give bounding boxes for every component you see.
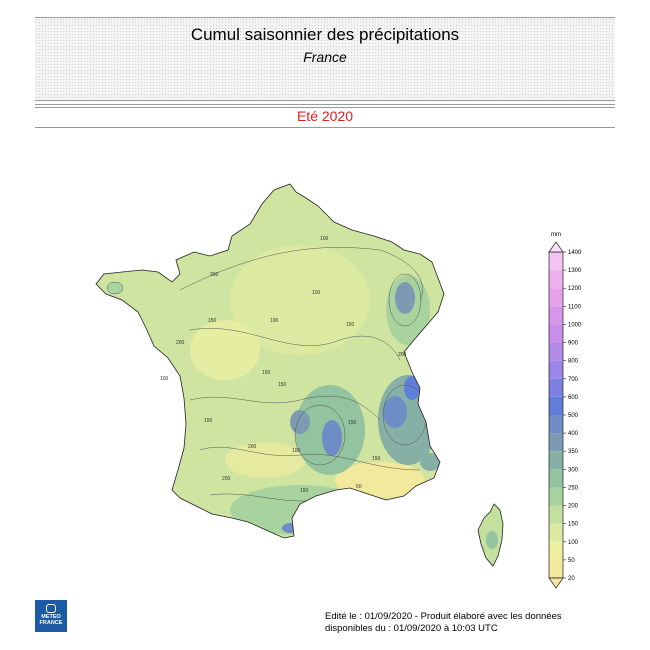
chart-subtitle: France: [303, 49, 347, 65]
contour-line: [179, 247, 423, 301]
legend-colorbar: 20 50 100 150 200 250 300 350 400 500 600 700 800 900…: [548, 241, 582, 589]
season-divider-bottom: [35, 127, 615, 128]
contour-value-label: 150: [204, 418, 213, 424]
legend-tick-label: 400: [568, 431, 579, 437]
legend-color-band: [549, 306, 563, 325]
contour-line: [189, 395, 381, 421]
legend-tick-label: 1100: [568, 304, 582, 310]
legend-tick-label: 1300: [568, 268, 582, 274]
legend-color-band: [549, 378, 563, 397]
legend-tick-label: 300: [568, 467, 579, 473]
logo-text-line1: METEO: [41, 614, 61, 620]
wet-core-auvergne: [290, 410, 310, 434]
legend-color-band: [549, 469, 563, 488]
legend-color-band: [549, 288, 563, 307]
contour-value-label: 150: [348, 420, 357, 426]
legend-tick-label: 1400: [568, 250, 582, 256]
legend-tick-label: 900: [568, 341, 579, 347]
footer-line2: disponibles du : 01/09/2020 à 10:03 UTC: [325, 623, 498, 634]
contour-line: [189, 328, 401, 361]
contour-value-label: 100: [160, 376, 169, 382]
contour-value-label: 100: [312, 290, 321, 296]
chart-title: Cumul saisonnier des précipitations: [190, 25, 460, 44]
season-divider-mid: [35, 107, 615, 108]
dry-zone-west: [190, 320, 260, 380]
legend-color-band: [549, 342, 563, 361]
legend-color-band: [549, 396, 563, 415]
season-label: Eté 2020: [296, 108, 354, 124]
contour-value-label: 50: [356, 484, 362, 490]
legend-tick-label: 800: [568, 359, 579, 365]
contour-value-label: 100: [320, 236, 329, 242]
legend-color-band: [549, 487, 563, 506]
contour-value-label: 200: [210, 272, 219, 278]
contour-value-label: 150: [372, 456, 381, 462]
legend-color-band: [549, 324, 563, 343]
dry-zone-mediterranean: [335, 462, 425, 498]
contour-value-label: 150: [262, 370, 271, 376]
legend-color-band: [549, 415, 563, 434]
contour-value-label: 100: [270, 318, 279, 324]
legend-tick-label: 350: [568, 449, 579, 455]
legend-tick-label: 1200: [568, 286, 582, 292]
legend-color-band: [549, 360, 563, 379]
contour-value-label: 200: [176, 340, 185, 346]
legend-tick-label: 200: [568, 504, 579, 510]
legend-color-band: [549, 270, 563, 289]
legend-tick-label: 600: [568, 395, 579, 401]
dry-zone-center: [230, 245, 370, 355]
wet-core-vosges: [395, 282, 415, 314]
legend-overflow-arrow: [548, 241, 564, 253]
legend-tick-label: 150: [568, 522, 579, 528]
contour-value-label: 150: [346, 322, 355, 328]
legend-tick-label: 700: [568, 377, 579, 383]
wet-core-savoie: [383, 396, 407, 428]
wet-core-maritime-alps: [420, 453, 440, 471]
wet-core-cevennes: [322, 420, 342, 456]
wet-zone-corsica: [486, 531, 498, 549]
contour-value-label: 100: [292, 448, 301, 454]
legend-tick-label: 500: [568, 413, 579, 419]
season-divider-top: [35, 104, 615, 105]
legend-tick-label: 250: [568, 485, 579, 491]
dry-zone-southwest: [225, 442, 305, 478]
wet-core-haute-savoie: [404, 376, 420, 400]
legend-color-band: [549, 559, 563, 578]
legend-underflow-arrow: [548, 577, 564, 589]
legend-unit-label: mm: [551, 232, 561, 238]
header-panel: [35, 17, 615, 101]
legend-color-band: [549, 505, 563, 524]
legend-tick-label: 50: [568, 558, 575, 564]
legend-color-band: [549, 433, 563, 452]
contour-value-label: 150: [208, 318, 217, 324]
contour-value-label: 200: [398, 352, 407, 358]
contour-line: [199, 446, 421, 471]
legend-color-band: [549, 451, 563, 470]
wet-core-pyrenees: [282, 523, 298, 533]
contour-ring: [388, 273, 422, 327]
legend-tick-label: 1000: [568, 322, 582, 328]
legend-tick-label: 20: [568, 576, 575, 582]
meteo-france-logo: METEO FRANCE: [35, 600, 67, 632]
logo-text-line2: FRANCE: [39, 620, 63, 626]
contour-value-label: 200: [222, 476, 231, 482]
logo-mark-icon: [46, 604, 56, 613]
legend-color-band: [549, 541, 563, 560]
legend-color-band: [549, 523, 563, 542]
footer-note: Edité le : 01/09/2020 - Produit élaboré …: [325, 611, 562, 635]
footer-line1: Edité le : 01/09/2020 - Produit élaboré …: [325, 611, 562, 622]
contour-value-label: 200: [248, 444, 257, 450]
legend-color-band: [549, 252, 563, 271]
contour-ring-brittany: [106, 281, 124, 295]
contour-ring: [294, 404, 346, 466]
legend-tick-label: 100: [568, 540, 579, 546]
contour-value-label: 150: [300, 488, 309, 494]
contour-value-label: 150: [278, 382, 287, 388]
